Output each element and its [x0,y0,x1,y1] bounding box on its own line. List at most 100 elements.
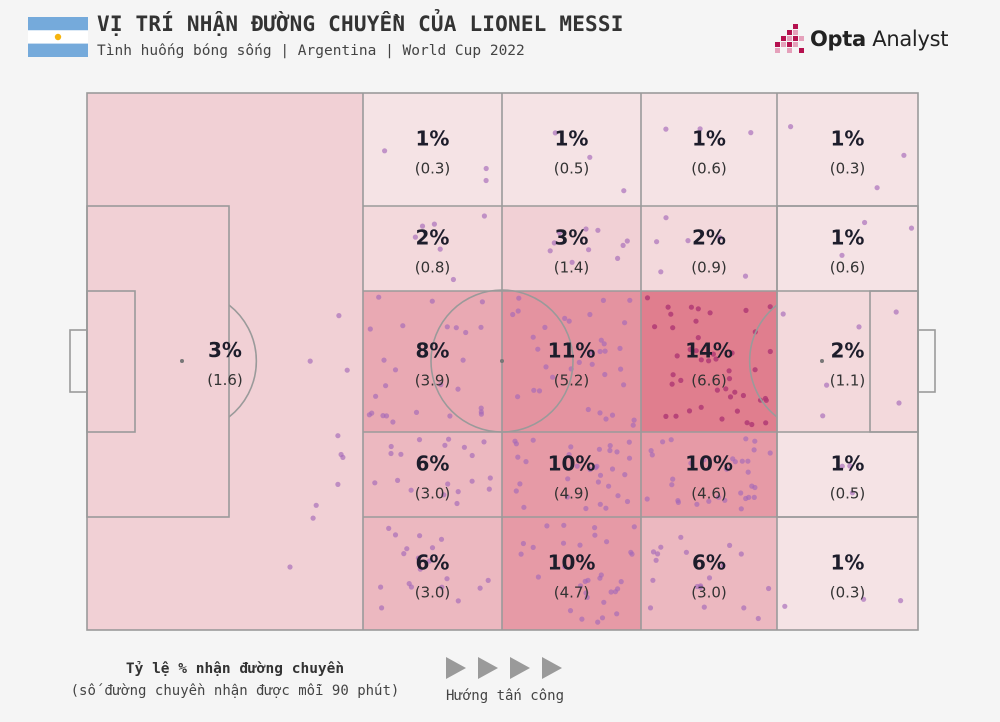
reception-dot [574,463,580,469]
reception-dot [608,589,614,595]
reception-dot [543,364,549,370]
reception-dot [749,421,755,428]
reception-dot [706,498,712,504]
zone-per90-label: (3.9) [415,372,451,390]
reception-dot [767,348,773,355]
reception-dot [598,572,604,578]
zone-per90-label: (0.3) [415,160,451,178]
zone-per90-label: (5.2) [554,372,590,390]
reception-dot [600,297,607,303]
reception-dot [444,576,450,582]
reception-dot [615,493,621,499]
reception-dot [336,313,342,319]
reception-dot [515,308,521,314]
reception-dot [693,318,699,324]
reception-dot [521,504,527,510]
reception-dot [442,442,448,448]
reception-dot [707,310,713,316]
reception-dot [621,188,627,194]
reception-dot [307,358,313,364]
reception-dot [847,463,853,469]
reception-dot [618,579,624,585]
reception-dot [670,372,676,378]
reception-dot [566,452,572,458]
reception-dot [445,481,451,487]
reception-dot [697,126,703,132]
center-spot [500,359,504,363]
reception-dot [372,480,378,486]
heat-zone-c3r1 [641,93,777,206]
reception-dot [614,449,620,455]
zone-percent-label: 1% [831,452,865,476]
zone-per90-label: (4.9) [554,485,590,503]
zone-percent-label: 2% [831,339,865,363]
reception-dot [481,439,487,445]
reception-dot [589,349,595,355]
reception-dot [388,443,394,450]
reception-dot [487,475,493,481]
heat-zone-c1r4 [363,432,502,517]
zone-per90-label: (0.5) [830,485,866,503]
heat-zone-c4r3 [777,291,918,432]
left-goal [69,329,88,393]
reception-dot [752,367,758,373]
reception-dot [388,450,394,457]
zone-per90-label: (1.6) [207,371,243,389]
reception-dot [670,476,676,482]
reception-dot [673,413,679,419]
reception-dot [629,551,635,557]
brand-name: Opta Analyst [810,27,949,51]
reception-dot [631,524,637,530]
chart-title: VỊ TRÍ NHẬN ĐƯỜNG CHUYỀN CỦA LIONEL MESS… [97,12,624,36]
reception-dot [740,392,747,399]
reception-dot [655,551,661,557]
reception-dot [658,269,664,275]
reception-dot [596,446,603,452]
reception-dot [597,348,603,355]
reception-dot [678,377,684,383]
reception-dot [483,165,489,172]
reception-dot [751,447,757,453]
reception-dot [653,557,659,563]
reception-dot [562,315,568,321]
reception-dot [762,395,769,402]
reception-dot [429,545,436,551]
reception-dot [601,341,607,347]
reception-dot [687,346,693,353]
reception-dot [469,452,475,459]
reception-dot [741,605,747,611]
reception-dot [856,324,862,330]
reception-dot [607,443,613,449]
reception-dot [780,311,786,317]
reception-dot [550,374,556,380]
reception-dot [738,506,744,512]
reception-dot [569,259,575,265]
reception-dot [609,412,616,418]
heat-zone-c4r5 [777,517,918,630]
reception-dot [706,575,713,581]
reception-dot [367,326,373,332]
opta-analyst-logo: Opta Analyst [774,24,948,54]
reception-dot [729,350,735,356]
reception-dot [597,501,603,507]
right-penalty-spot [820,359,824,363]
reception-dot [560,540,567,546]
reception-dot [481,213,487,219]
reception-dot [437,246,443,252]
reception-dot [584,594,590,601]
reception-dot [380,413,386,419]
reception-dot [344,367,350,373]
reception-dot [648,448,654,454]
reception-dot [893,309,899,315]
reception-dot [542,324,548,330]
reception-dot [598,337,604,343]
zone-percent-label: 6% [416,452,450,476]
heat-zone-c3r2 [641,206,777,291]
zone-per90-label: (4.6) [691,485,727,503]
reception-dot [663,126,669,132]
reception-dot [660,439,666,445]
reception-dot [587,154,593,160]
zone-per90-label: (0.5) [554,160,590,178]
reception-dot [675,499,682,505]
reception-dot [567,608,574,614]
